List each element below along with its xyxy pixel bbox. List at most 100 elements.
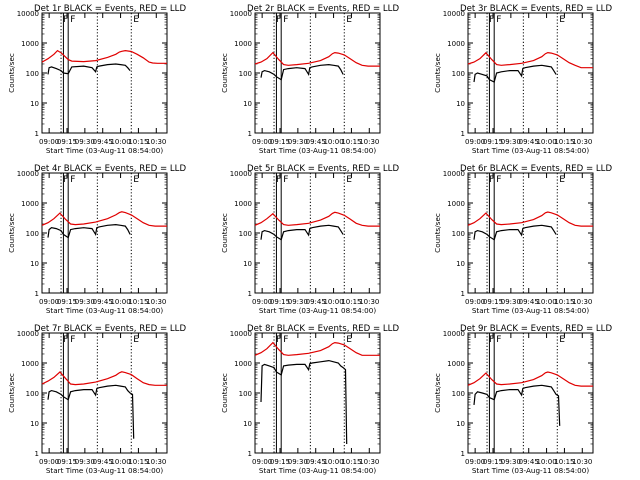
x-tick-label: 10:15 <box>128 138 148 146</box>
y-tick-label: 100 <box>239 230 252 238</box>
y-tick-label: 100 <box>452 390 465 398</box>
x-tick-label: 09:45 <box>306 298 326 306</box>
y-tick-label: 1 <box>35 130 39 138</box>
x-tick-label: 10:00 <box>536 138 556 146</box>
flag-label: F <box>283 335 288 345</box>
flag-label: E <box>559 15 565 25</box>
y-tick-label: 100 <box>26 390 39 398</box>
flag-label: F <box>496 15 501 25</box>
y-tick-label: 10 <box>243 420 252 428</box>
x-tick-label: 10:30 <box>146 138 166 146</box>
panel-6: Det 6r BLACK = Events, RED = LLD 1 10 100 10… <box>433 164 612 315</box>
x-tick-label: 09:00 <box>465 458 485 466</box>
x-axis-label: Start Time (03-Aug-11 08:54:00) <box>46 306 163 315</box>
flag-label: E <box>346 175 352 185</box>
y-tick-label: 10000 <box>443 330 465 338</box>
y-tick-label: 100 <box>239 70 252 78</box>
x-tick-label: 10:15 <box>554 458 574 466</box>
y-tick-label: 1 <box>248 130 252 138</box>
x-tick-label: 10:00 <box>323 458 343 466</box>
y-tick-label: 1000 <box>234 360 252 368</box>
lld-series-line <box>254 341 380 356</box>
events-series-line <box>473 224 557 241</box>
x-tick-label: 10:00 <box>536 298 556 306</box>
y-tick-label: 100 <box>26 230 39 238</box>
flag-label: F <box>276 175 281 185</box>
plot-frame <box>467 172 594 294</box>
flag-label: E <box>133 335 139 345</box>
flag-label: E <box>346 335 352 345</box>
events-series-line <box>473 64 557 83</box>
flag-label: F <box>283 15 288 25</box>
events-series-line <box>260 359 348 445</box>
x-tick-label: 10:00 <box>110 138 130 146</box>
x-tick-label: 09:45 <box>519 458 539 466</box>
x-tick-label: 09:00 <box>465 138 485 146</box>
x-tick-label: 09:45 <box>93 458 113 466</box>
x-tick-label: 10:15 <box>554 298 574 306</box>
events-series-line <box>473 384 561 426</box>
x-tick-label: 10:30 <box>146 458 166 466</box>
flag-label: E <box>559 335 565 345</box>
y-axis-label: Counts/sec <box>433 213 442 253</box>
x-axis-label: Start Time (03-Aug-11 08:54:00) <box>46 146 163 155</box>
y-axis-label: Counts/sec <box>433 53 442 93</box>
flag-label: F <box>70 335 75 345</box>
flag-label: F <box>276 335 281 345</box>
x-tick-label: 09:15 <box>483 298 503 306</box>
panel-title: Det 5r BLACK = Events, RED = LLD <box>247 164 399 174</box>
panel-7: Det 7r BLACK = Events, RED = LLD 1 10 100 10… <box>7 324 186 475</box>
x-tick-label: 10:00 <box>110 458 130 466</box>
lld-series-line <box>254 51 380 67</box>
y-tick-label: 1000 <box>21 360 39 368</box>
y-tick-label: 10000 <box>230 10 252 18</box>
x-axis-label: Start Time (03-Aug-11 08:54:00) <box>472 146 589 155</box>
x-tick-label: 09:00 <box>252 458 272 466</box>
flag-label: E <box>559 175 565 185</box>
y-tick-label: 1 <box>35 290 39 298</box>
x-tick-label: 09:00 <box>465 298 485 306</box>
x-tick-label: 09:00 <box>252 138 272 146</box>
y-axis-label: Counts/sec <box>433 373 442 413</box>
events-series-line <box>47 223 131 239</box>
flag-label: E <box>133 15 139 25</box>
lld-series-line <box>254 211 380 227</box>
lld-series-line <box>467 211 593 227</box>
x-tick-label: 10:30 <box>359 138 379 146</box>
plot-frame <box>467 332 594 454</box>
y-tick-label: 10000 <box>443 170 465 178</box>
y-tick-label: 1 <box>35 450 39 458</box>
plot-frame <box>254 12 381 134</box>
x-tick-label: 09:30 <box>75 138 95 146</box>
y-tick-label: 10000 <box>17 10 39 18</box>
y-tick-label: 10 <box>456 260 465 268</box>
y-tick-label: 10000 <box>230 170 252 178</box>
flag-label: F <box>63 335 68 345</box>
x-tick-label: 10:30 <box>146 298 166 306</box>
x-tick-label: 09:30 <box>501 138 521 146</box>
events-series-line <box>47 63 131 75</box>
panel-title: Det 4r BLACK = Events, RED = LLD <box>34 164 186 174</box>
y-tick-label: 1000 <box>234 200 252 208</box>
y-tick-label: 10000 <box>230 330 252 338</box>
x-axis-label: Start Time (03-Aug-11 08:54:00) <box>472 306 589 315</box>
flag-label: F <box>496 335 501 345</box>
y-tick-label: 1000 <box>234 40 252 48</box>
x-tick-label: 10:00 <box>323 138 343 146</box>
x-tick-label: 09:30 <box>288 458 308 466</box>
flag-label: F <box>63 15 68 25</box>
x-tick-label: 09:30 <box>75 458 95 466</box>
x-tick-label: 09:30 <box>288 138 308 146</box>
y-tick-label: 10000 <box>443 10 465 18</box>
x-tick-label: 09:15 <box>57 138 77 146</box>
y-tick-label: 10 <box>30 260 39 268</box>
flag-label: F <box>70 15 75 25</box>
plot-frame <box>467 12 594 134</box>
x-tick-label: 09:45 <box>519 298 539 306</box>
y-tick-label: 1000 <box>21 200 39 208</box>
x-tick-label: 09:15 <box>57 458 77 466</box>
x-tick-label: 10:15 <box>128 298 148 306</box>
y-axis-label: Counts/sec <box>220 373 229 413</box>
x-tick-label: 10:30 <box>572 458 592 466</box>
